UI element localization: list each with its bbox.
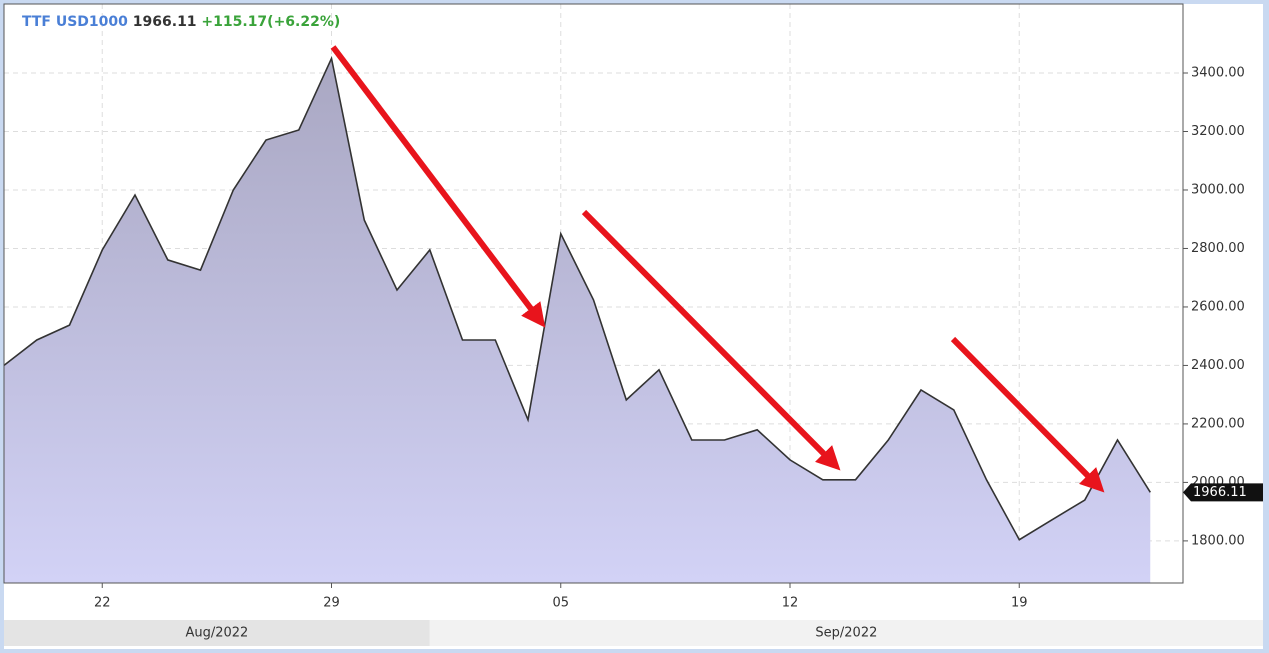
y-tick-label: 1800.00	[1191, 533, 1245, 548]
x-tick-label: 22	[94, 596, 111, 611]
y-tick-label: 2200.00	[1191, 416, 1245, 431]
x-tick-label: 29	[323, 596, 340, 611]
month-band	[429, 620, 1263, 646]
y-tick-label: 2400.00	[1191, 358, 1245, 373]
x-tick-label: 12	[782, 596, 799, 611]
plot-border	[3, 3, 1184, 584]
last-value-tag	[1183, 483, 1263, 502]
month-band	[4, 620, 430, 646]
month-label: Aug/2022	[185, 626, 248, 641]
month-label: Sep/2022	[815, 626, 877, 641]
y-tick-label: 3200.00	[1191, 124, 1245, 139]
y-tick-label: 2800.00	[1191, 241, 1245, 256]
line	[3, 55, 1151, 541]
y-tick-label: 2600.00	[1191, 299, 1245, 314]
arrow	[950, 336, 1105, 493]
area	[4, 58, 1151, 583]
symbol: TTF USD1000	[22, 14, 128, 30]
y-tick-label: 3400.00	[1191, 66, 1245, 81]
x-tick-label: 05	[552, 596, 569, 611]
arrow	[581, 209, 841, 471]
price: 1966.11	[133, 14, 197, 30]
last-value-label: 1966.11	[1193, 485, 1247, 500]
change: +115.17(+6.22%)	[201, 14, 340, 30]
header: TTF USD1000 1966.11 +115.17(+6.22%)	[22, 14, 340, 30]
y-tick-label: 3000.00	[1191, 182, 1245, 197]
x-tick-label: 19	[1011, 596, 1028, 611]
annotations	[330, 45, 1105, 493]
arrow	[330, 45, 546, 328]
